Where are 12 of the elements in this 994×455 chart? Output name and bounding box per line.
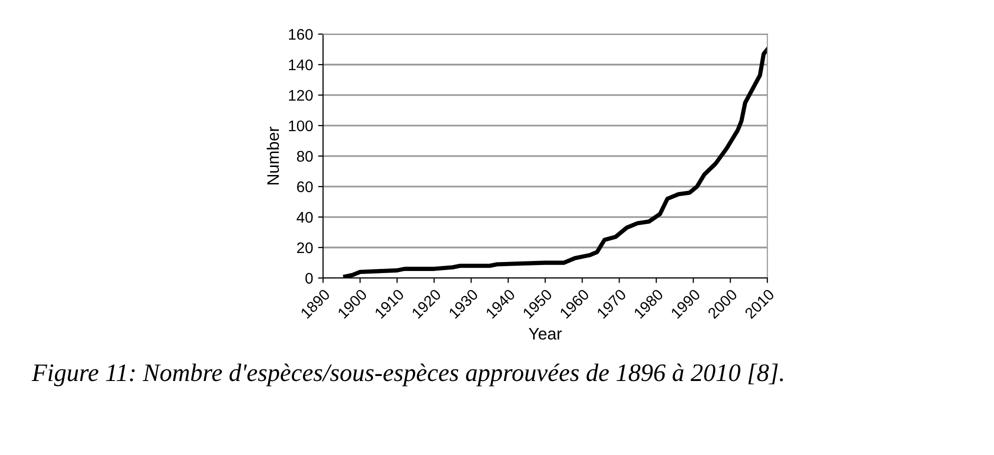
y-tick-label: 100 [289,120,313,132]
y-tick-label: 120 [289,90,313,101]
y-tick-label: 160 [289,28,313,40]
y-tick-label: 40 [296,212,313,223]
y-tick-label: 140 [289,59,313,70]
y-tick-label: 0 [305,272,313,284]
y-tick-label: 20 [297,242,313,254]
y-tick-label: 60 [297,181,313,192]
y-axis-title: Number [266,126,279,184]
caption: Figure 11: Nombre d'espèces/sous-espèces approuvées de 1896 à 2010 [8]. [32,364,783,386]
y-tick-label: 80 [297,150,313,162]
x-axis-title: Year [528,328,562,340]
